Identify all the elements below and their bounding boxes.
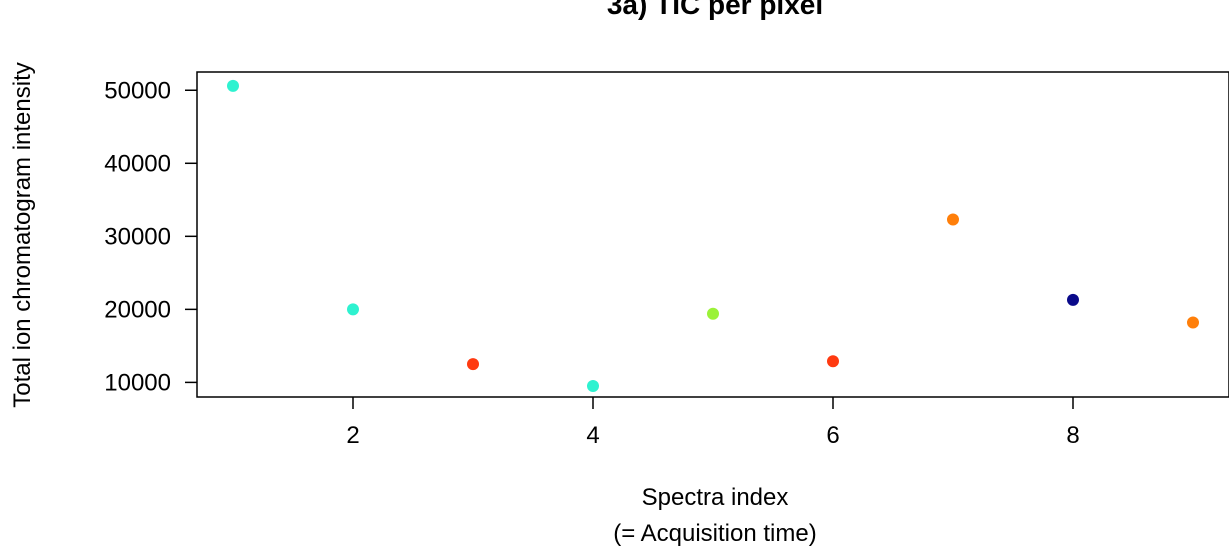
- data-point: [347, 303, 359, 316]
- data-points: [227, 79, 1199, 393]
- y-tick-label: 10000: [104, 369, 171, 396]
- x-tick-label: 4: [586, 422, 599, 449]
- y-axis: 10000 20000 30000 40000 50000: [104, 77, 197, 396]
- x-tick-label: 8: [1066, 422, 1079, 449]
- data-point: [947, 213, 959, 226]
- data-point: [587, 380, 599, 393]
- x-tick-label: 2: [346, 422, 359, 449]
- x-tick-label: 6: [826, 422, 839, 449]
- data-point: [1067, 293, 1079, 306]
- x-axis-subtitle: (= Acquisition time): [613, 520, 816, 547]
- x-axis-title: Spectra index: [642, 484, 789, 511]
- y-axis-title: Total ion chromatogram intensity: [9, 62, 36, 408]
- y-tick-label: 40000: [104, 150, 171, 177]
- y-tick-label: 30000: [104, 223, 171, 250]
- data-point: [827, 355, 839, 368]
- chart-title: 3a) TIC per pixel: [607, 0, 823, 20]
- data-point: [227, 79, 239, 92]
- data-point: [467, 358, 479, 371]
- x-axis: 2 4 6 8: [346, 397, 1080, 449]
- data-point: [1187, 316, 1199, 329]
- y-tick-label: 50000: [104, 77, 171, 104]
- y-tick-label: 20000: [104, 296, 171, 323]
- plot-area: [196, 71, 1229, 398]
- data-point: [707, 307, 719, 320]
